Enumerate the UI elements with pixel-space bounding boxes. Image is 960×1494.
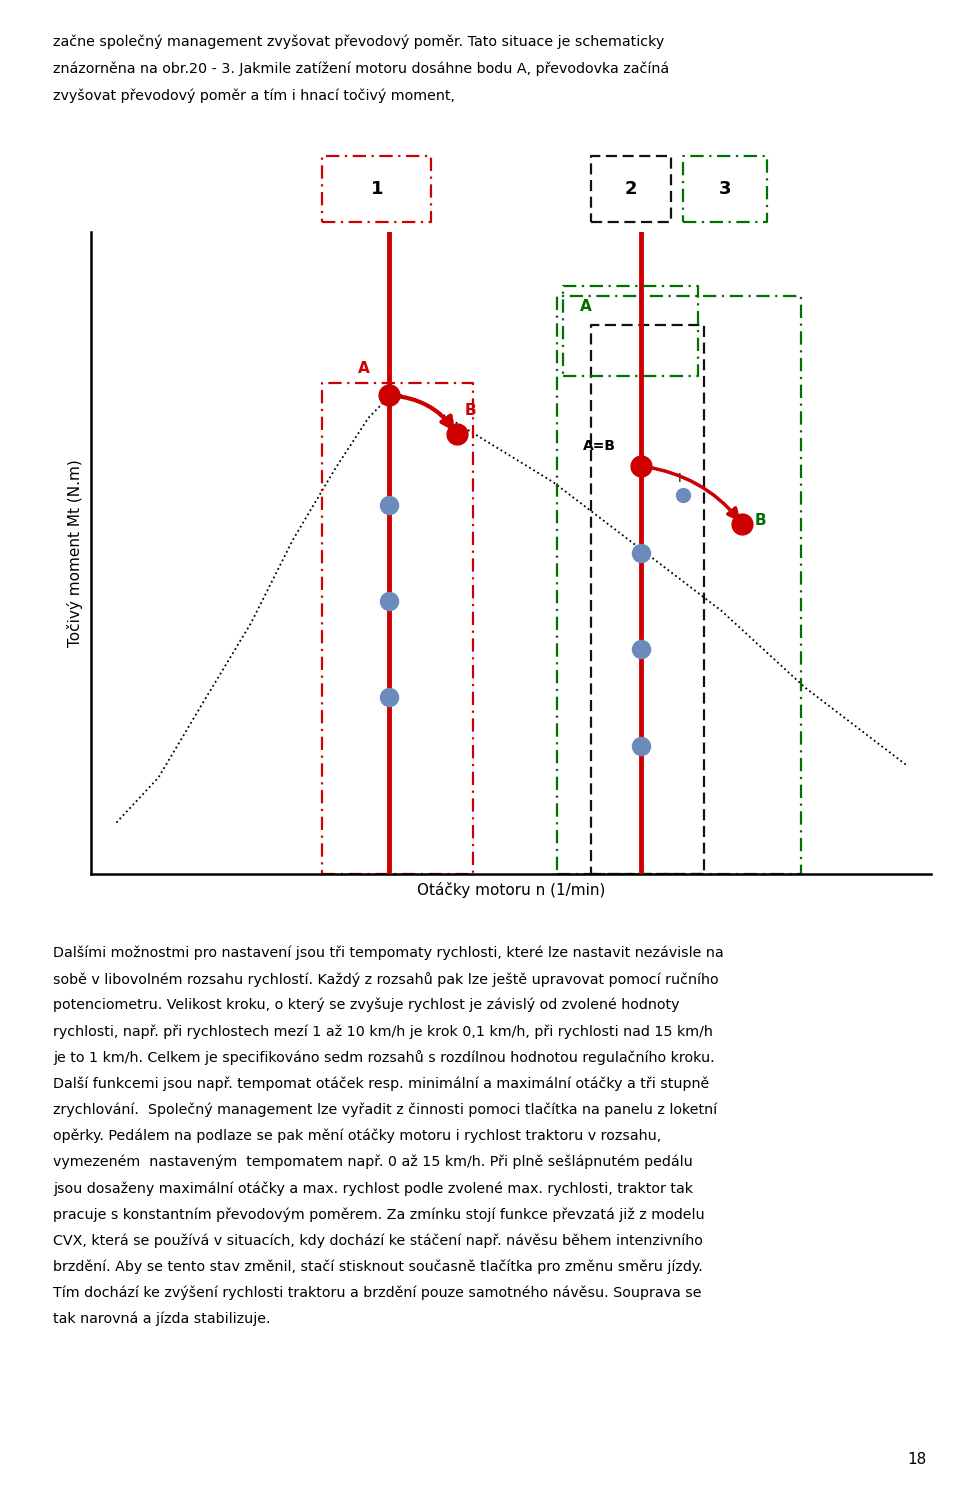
Text: jsou dosaženy maximální otáčky a max. rychlost podle zvolené max. rychlosti, tra: jsou dosaženy maximální otáčky a max. ry… bbox=[53, 1180, 693, 1195]
Text: Další funkcemi jsou např. tempomat otáček resp. minimální a maximální otáčky a t: Další funkcemi jsou např. tempomat otáče… bbox=[53, 1076, 709, 1091]
Text: B: B bbox=[465, 403, 476, 418]
Text: rychlosti, např. při rychlostech mezí 1 až 10 km/h je krok 0,1 km/h, při rychlos: rychlosti, např. při rychlostech mezí 1 … bbox=[53, 1025, 712, 1038]
Text: 18: 18 bbox=[907, 1452, 926, 1467]
Text: Tím dochází ke zvýšení rychlosti traktoru a brzdění pouze samotného návěsu. Soup: Tím dochází ke zvýšení rychlosti traktor… bbox=[53, 1285, 702, 1300]
Text: zrychlování.  Společný management lze vyřadit z činnosti pomoci tlačítka na pane: zrychlování. Společný management lze vyř… bbox=[53, 1103, 717, 1118]
Text: 2: 2 bbox=[624, 179, 636, 199]
Text: vymezeném  nastaveným  tempomatem např. 0 až 15 km/h. Při plně sešlápnutém pedál: vymezeném nastaveným tempomatem např. 0 … bbox=[53, 1155, 692, 1170]
Text: zvyšovat převodový poměr a tím i hnací točivý moment,: zvyšovat převodový poměr a tím i hnací t… bbox=[53, 88, 455, 103]
Text: A=B: A=B bbox=[583, 439, 615, 453]
X-axis label: Otáčky motoru n (1/min): Otáčky motoru n (1/min) bbox=[417, 883, 606, 898]
Text: B: B bbox=[755, 512, 766, 529]
Text: 1: 1 bbox=[371, 179, 383, 199]
Text: 3: 3 bbox=[719, 179, 732, 199]
Text: I: I bbox=[678, 472, 681, 486]
Text: CVX, která se používá v situacích, kdy dochází ke stáčení např. návěsu během int: CVX, která se používá v situacích, kdy d… bbox=[53, 1234, 703, 1247]
Text: A: A bbox=[358, 362, 370, 376]
Y-axis label: Točivý moment Mt (N.m): Točivý moment Mt (N.m) bbox=[67, 459, 83, 647]
Text: je to 1 km/h. Celkem je specifikováno sedm rozsahů s rozdílnou hodnotou regulačn: je to 1 km/h. Celkem je specifikováno se… bbox=[53, 1050, 714, 1065]
Text: A: A bbox=[580, 299, 591, 314]
Text: Obr.20: Obr.20 bbox=[24, 899, 81, 914]
Text: brzdění. Aby se tento stav změnil, stačí stisknout současně tlačítka pro změnu s: brzdění. Aby se tento stav změnil, stačí… bbox=[53, 1259, 703, 1274]
Text: začne společný management zvyšovat převodový poměr. Tato situace je schematicky: začne společný management zvyšovat převo… bbox=[53, 34, 664, 49]
Text: opěrky. Pedálem na podlaze se pak mění otáčky motoru i rychlost traktoru v rozsa: opěrky. Pedálem na podlaze se pak mění o… bbox=[53, 1129, 661, 1143]
Text: tak narovná a jízda stabilizuje.: tak narovná a jízda stabilizuje. bbox=[53, 1312, 271, 1327]
Text: Vnější otáčková charakteristika spalovacího motoru: Vnější otáčková charakteristika spalovac… bbox=[84, 899, 484, 914]
Text: sobě v libovolném rozsahu rychlostí. Každý z rozsahů pak lze ještě upravovat pom: sobě v libovolném rozsahu rychlostí. Kaž… bbox=[53, 973, 718, 988]
Text: Dalšími možnostmi pro nastavení jsou tři tempomaty rychlosti, které lze nastavit: Dalšími možnostmi pro nastavení jsou tři… bbox=[53, 946, 724, 961]
Text: potenciometru. Velikost kroku, o který se zvyšuje rychlost je závislý od zvolené: potenciometru. Velikost kroku, o který s… bbox=[53, 998, 680, 1013]
Text: pracuje s konstantním převodovým poměrem. Za zmínku stojí funkce převzatá již z : pracuje s konstantním převodovým poměrem… bbox=[53, 1207, 705, 1222]
Text: znázorněna na obr.20 - 3. Jakmile zatížení motoru dosáhne bodu A, převodovka zač: znázorněna na obr.20 - 3. Jakmile zatíže… bbox=[53, 61, 669, 76]
